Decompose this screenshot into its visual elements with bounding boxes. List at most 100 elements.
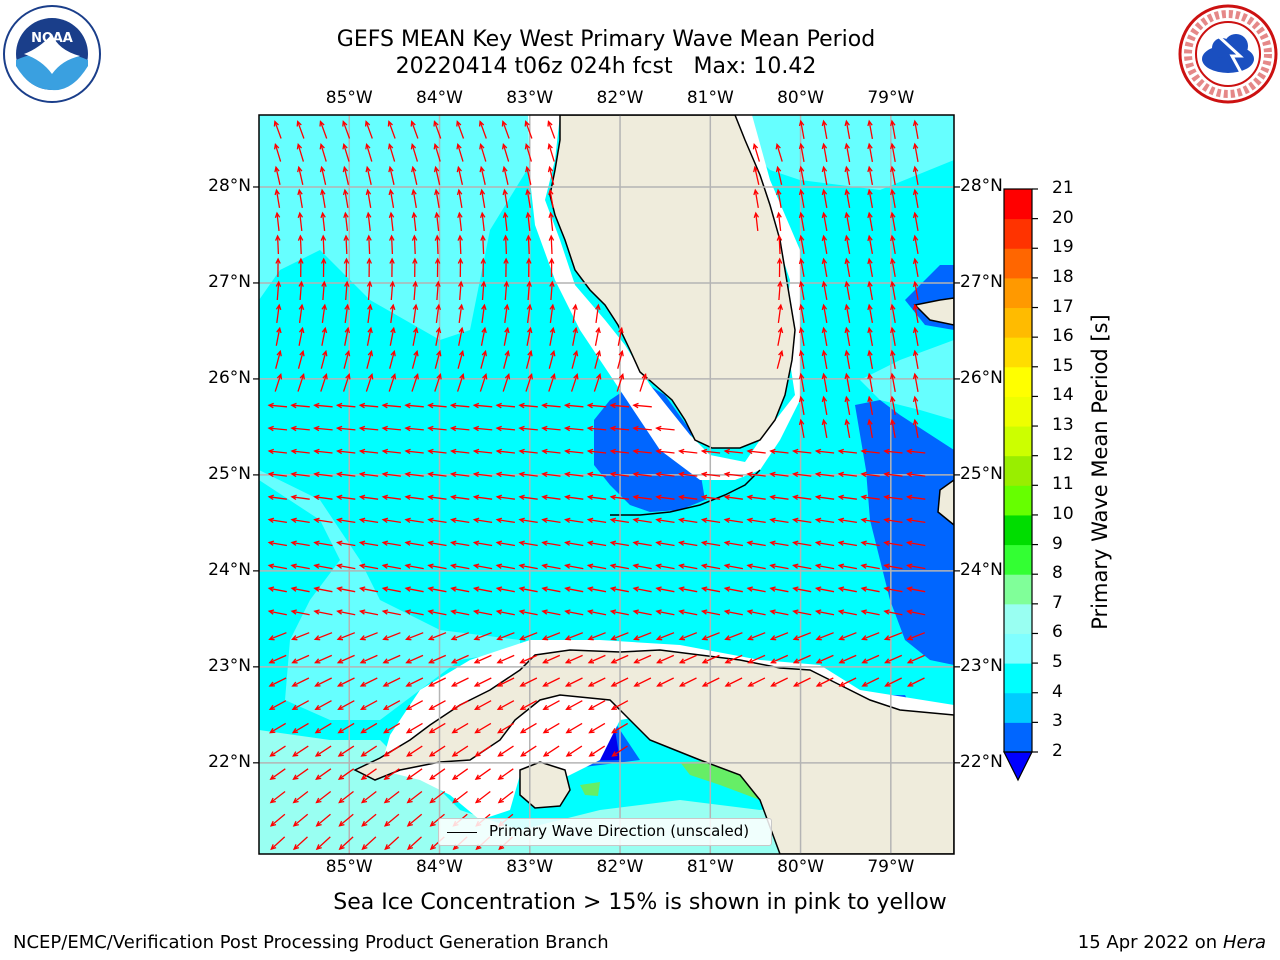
wave-direction-arrow <box>456 121 465 139</box>
wave-direction-arrow <box>316 790 332 804</box>
wave-direction-arrow <box>657 654 675 664</box>
wave-direction-arrowhead <box>383 797 390 804</box>
wave-direction-arrow <box>481 305 486 323</box>
wave-direction-arrow <box>314 541 333 547</box>
wave-direction-arrowhead <box>798 211 805 219</box>
wave-direction-arrowhead <box>746 563 753 569</box>
wave-direction-arrow <box>679 587 698 593</box>
wave-direction-arrowhead <box>313 586 320 592</box>
wave-direction-arrow <box>891 396 896 416</box>
wave-direction-arrow <box>891 281 896 301</box>
wave-direction-arrow <box>405 404 424 408</box>
wave-direction-arrow <box>269 700 287 710</box>
wave-direction-arrow <box>776 167 783 185</box>
wave-direction-arrow <box>816 450 835 454</box>
wave-direction-arrowhead <box>792 471 799 478</box>
wave-direction-arrowhead <box>298 326 305 334</box>
wave-direction-arrowhead <box>609 448 617 455</box>
wave-direction-arrowhead <box>890 142 896 150</box>
wave-direction-arrowhead <box>746 540 753 546</box>
wave-direction-arrow <box>914 281 919 301</box>
wave-direction-arrow <box>868 281 874 301</box>
wave-direction-arrow <box>588 518 607 524</box>
wave-direction-arrowhead <box>912 280 919 288</box>
wave-direction-arrow <box>611 587 629 593</box>
wave-direction-arrowhead <box>527 372 533 380</box>
wave-direction-arrowhead <box>358 540 366 546</box>
wave-direction-arrow <box>914 419 919 439</box>
wave-direction-arrowhead <box>609 609 617 615</box>
wave-direction-arrow <box>451 404 470 408</box>
wave-direction-arrow <box>868 120 874 140</box>
wave-direction-arrowhead <box>313 494 320 501</box>
wave-direction-arrowhead <box>297 234 304 241</box>
wave-direction-arrowhead <box>480 234 486 241</box>
wave-direction-arrow <box>451 564 470 570</box>
wave-direction-arrow <box>291 518 310 524</box>
wave-direction-arrow <box>633 518 652 524</box>
wave-direction-arrowhead <box>860 563 867 569</box>
wave-direction-arrowhead <box>337 774 345 781</box>
wave-direction-arrow <box>542 632 561 640</box>
wave-direction-arrow <box>822 212 828 232</box>
wave-direction-arrowhead <box>367 326 373 334</box>
wave-direction-arrow <box>366 167 372 185</box>
wave-direction-arrow <box>611 654 629 664</box>
wave-direction-arrow <box>548 144 555 162</box>
wave-direction-arrowhead <box>844 142 850 150</box>
wave-direction-arrowhead <box>358 448 366 455</box>
wave-direction-arrow <box>542 564 561 570</box>
wave-direction-arrowhead <box>586 540 594 546</box>
wave-direction-arrowhead <box>655 563 662 569</box>
wave-direction-arrow <box>270 745 286 757</box>
wave-direction-arrowhead <box>479 142 485 150</box>
wave-direction-arrow <box>314 587 333 593</box>
wave-direction-arrow <box>338 677 355 687</box>
wave-direction-arrow <box>589 745 606 757</box>
wave-direction-arrow <box>747 610 766 616</box>
wave-direction-arrowhead <box>572 326 579 334</box>
wave-direction-arrow <box>845 120 851 140</box>
wave-direction-arrow <box>428 450 447 454</box>
wave-direction-arrowhead <box>549 326 556 334</box>
wave-direction-arrow <box>543 700 560 710</box>
wave-direction-arrowhead <box>565 751 572 757</box>
colorbar-segment <box>1004 633 1032 664</box>
wave-direction-arrow <box>793 473 812 477</box>
cuba-land <box>353 649 954 854</box>
colorbar-tick-label: 11 <box>1052 474 1074 495</box>
wave-direction-arrowhead <box>844 372 850 380</box>
wave-direction-arrow <box>452 700 469 710</box>
wave-direction-arrow <box>868 143 874 163</box>
wave-direction-arrowhead <box>542 704 549 711</box>
wave-direction-arrow <box>633 427 652 431</box>
wave-direction-arrow <box>360 654 378 664</box>
wave-direction-arrowhead <box>274 165 280 173</box>
wave-direction-arrowhead <box>549 303 556 311</box>
wave-direction-arrow <box>458 213 463 231</box>
wave-direction-arrow <box>542 496 561 500</box>
wave-direction-arrow <box>383 450 401 454</box>
florida-buffer <box>528 115 800 480</box>
wave-direction-arrow <box>428 564 447 570</box>
wave-direction-arrow <box>388 121 396 139</box>
lon-label-bottom: 82°W <box>596 857 644 877</box>
wave-direction-arrow <box>452 768 469 780</box>
wave-direction-arrowhead <box>655 471 662 478</box>
wave-direction-arrow <box>550 281 553 301</box>
wave-direction-arrow <box>884 564 903 570</box>
wave-direction-arrowhead <box>798 165 805 173</box>
wave-direction-arrow <box>383 722 401 734</box>
wave-direction-arrowhead <box>883 448 890 455</box>
wave-direction-arrowhead <box>912 257 919 265</box>
wave-direction-arrow <box>298 328 304 346</box>
wave-direction-arrowhead <box>313 471 320 478</box>
wave-direction-arrow <box>474 404 493 408</box>
wave-direction-arrow <box>315 677 332 687</box>
wave-direction-arrow <box>337 587 356 593</box>
wave-direction-arrowhead <box>358 402 366 409</box>
wave-direction-arrow <box>822 120 828 140</box>
wave-direction-arrowhead <box>867 326 873 334</box>
wave-direction-arrow <box>339 836 354 850</box>
wave-direction-arrow <box>868 373 874 393</box>
